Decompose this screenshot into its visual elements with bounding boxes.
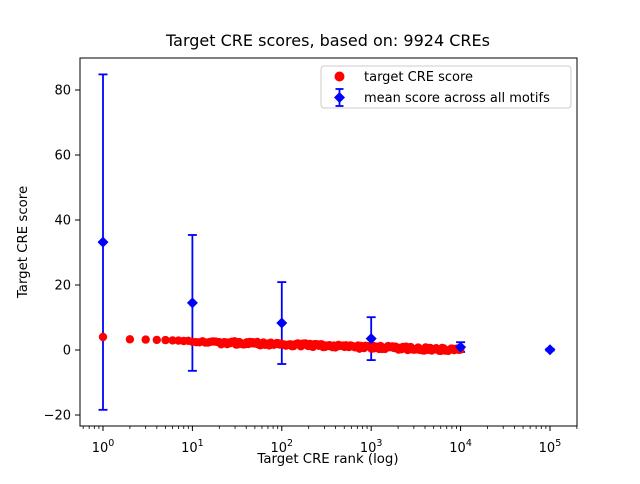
legend-marker-circle xyxy=(334,71,345,82)
mean-score-point xyxy=(455,341,467,353)
mean-score-point xyxy=(276,317,288,329)
target-score-point xyxy=(125,335,135,344)
x-tick-label: 104 xyxy=(449,438,472,456)
axes-spines xyxy=(79,57,578,427)
mean-score-point xyxy=(365,333,377,345)
y-axis-ticks: −20 0 20 40 60 80 xyxy=(44,84,80,424)
x-tick-label: 100 xyxy=(92,438,115,456)
x-tick-label: 101 xyxy=(181,438,204,456)
mean-score-markers xyxy=(97,236,556,356)
y-tick-label: −20 xyxy=(44,409,71,424)
target-score-point xyxy=(141,335,150,344)
mean-score-point xyxy=(544,344,556,356)
target-score-point xyxy=(98,332,108,342)
legend-box xyxy=(320,65,572,109)
x-axis-ticks: 100 101 102 103 104 105 xyxy=(82,426,578,456)
chart-title: Target CRE scores, based on: 9924 CREs xyxy=(165,31,490,50)
mean-score-point xyxy=(186,297,198,309)
y-tick-label: 40 xyxy=(54,214,71,229)
legend-label-mean-score: mean score across all motifs xyxy=(364,91,550,106)
target-score-point xyxy=(168,336,177,345)
y-tick-label: 0 xyxy=(63,344,71,359)
y-tick-label: 80 xyxy=(54,84,71,99)
y-tick-label: 60 xyxy=(54,149,71,164)
x-tick-label: 103 xyxy=(360,438,383,456)
target-score-point xyxy=(152,335,161,345)
mean-score-point xyxy=(97,236,109,248)
legend-marker-diamond-errorbar xyxy=(334,88,345,107)
y-tick-label: 20 xyxy=(54,279,71,294)
target-score-point xyxy=(161,335,170,345)
legend-label-target-score: target CRE score xyxy=(364,70,473,85)
x-axis-label: Target CRE rank (log) xyxy=(256,452,398,467)
y-axis-label: Target CRE score xyxy=(16,186,31,299)
x-tick-label: 102 xyxy=(270,438,293,456)
legend: target CRE score mean score across all m… xyxy=(320,65,572,109)
x-tick-label: 105 xyxy=(539,438,562,456)
axes-background xyxy=(80,58,577,426)
